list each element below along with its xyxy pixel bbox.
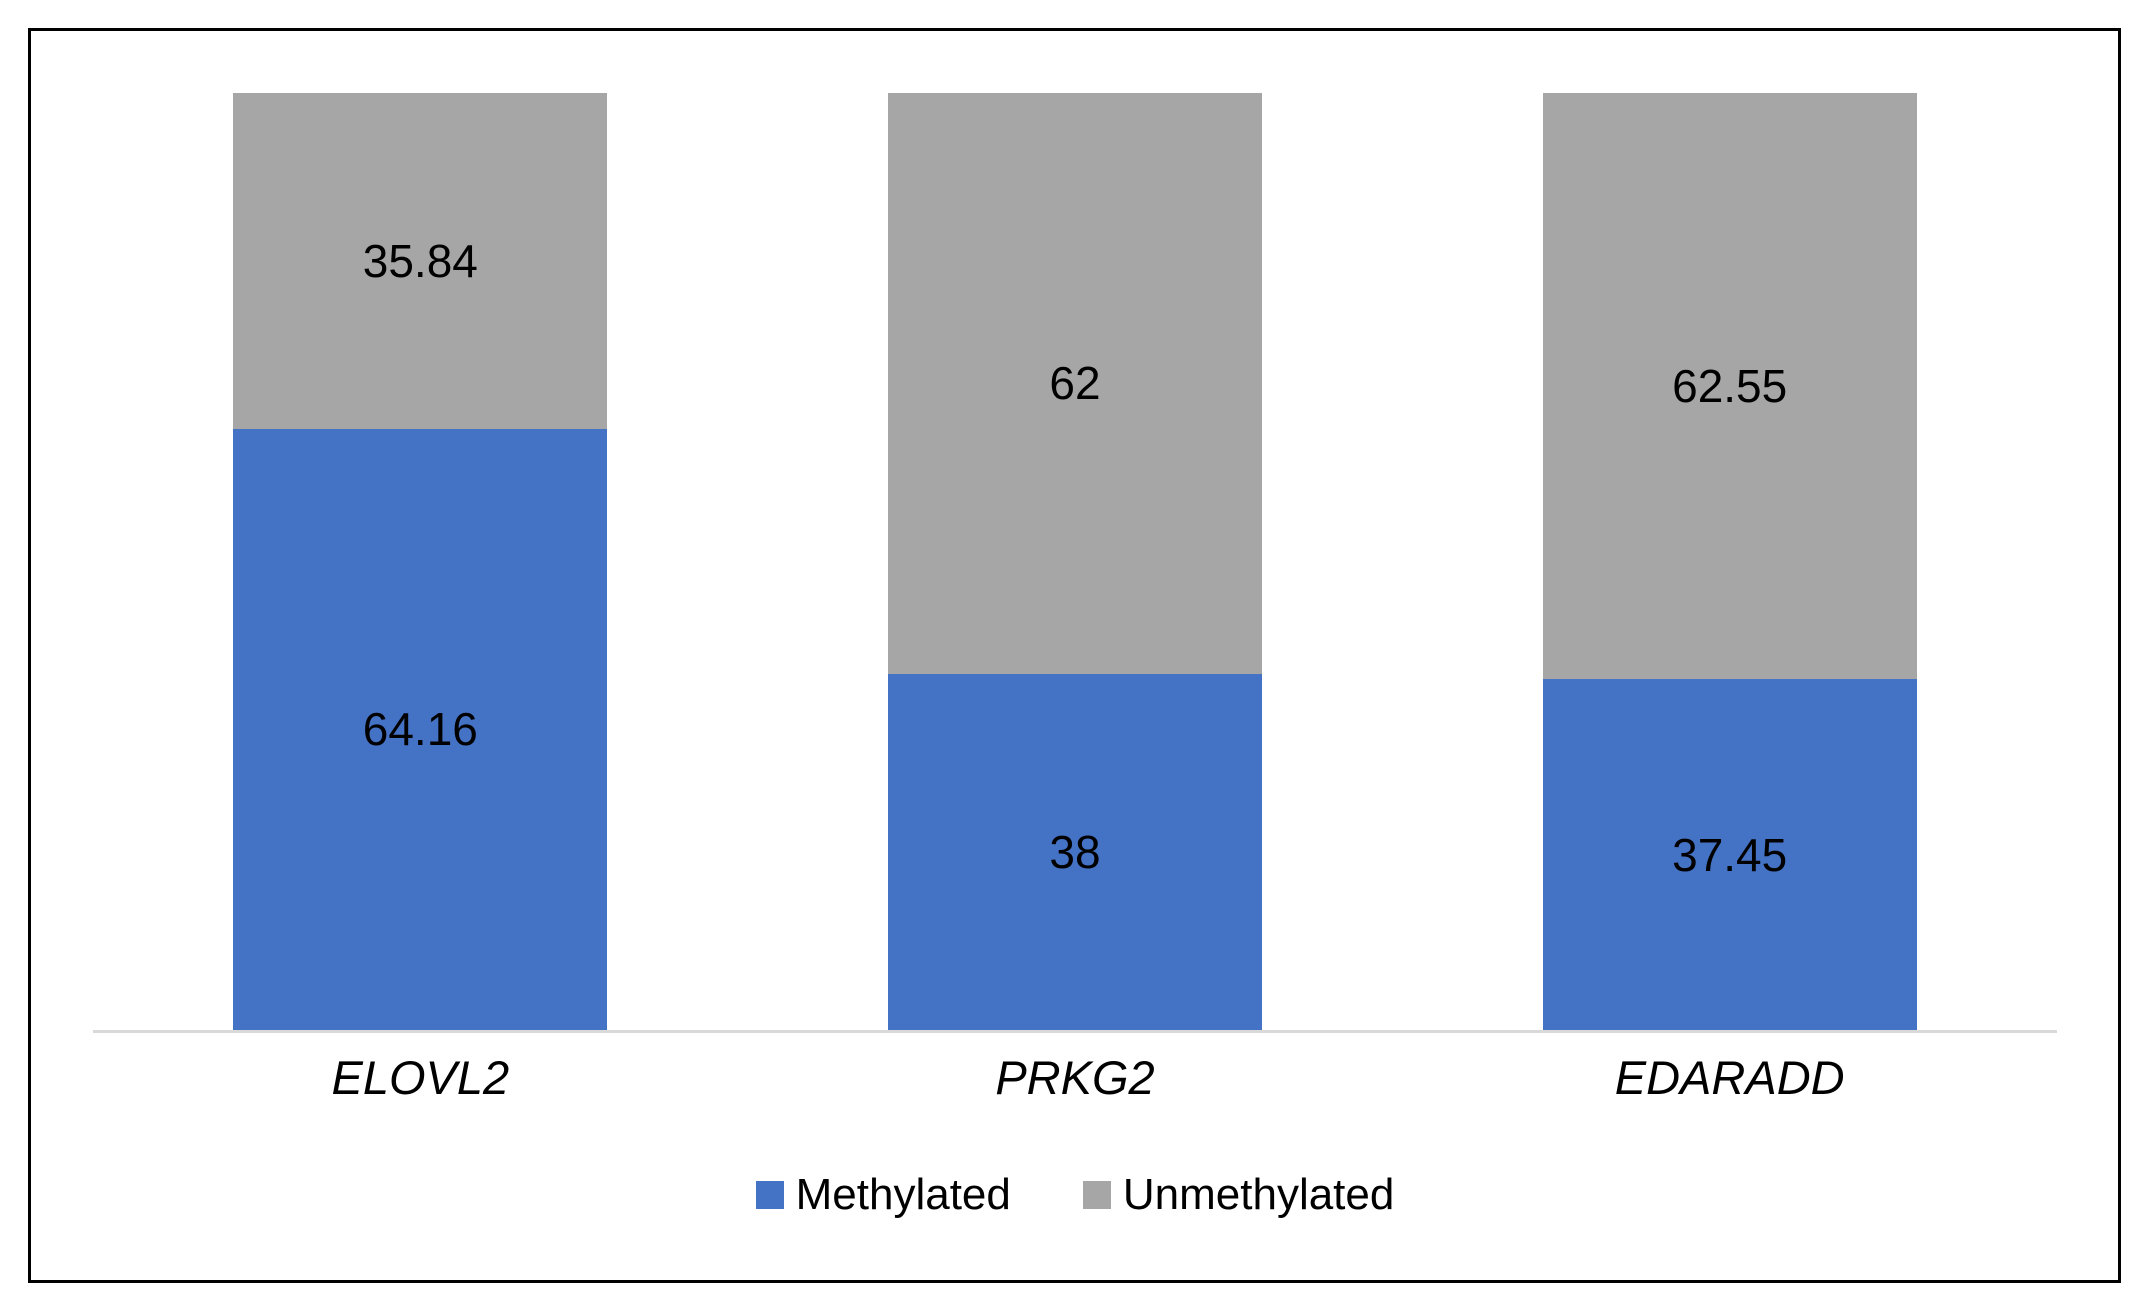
legend-label: Methylated xyxy=(795,1170,1011,1219)
value-label: 62 xyxy=(1049,357,1101,410)
segment-methylated-elovl2: 64.16 xyxy=(233,428,608,1030)
legend-swatch-icon xyxy=(755,1181,784,1210)
legend-item-methylated: Methylated xyxy=(755,1170,1011,1219)
category-labels-row: ELOVL2 PRKG2 EDARADD xyxy=(93,1043,2057,1113)
category-label-elovl2: ELOVL2 xyxy=(331,1051,510,1104)
value-label: 35.84 xyxy=(362,234,478,287)
bar-column-edaradd: 62.55 37.45 xyxy=(1402,93,2057,1030)
value-label: 37.45 xyxy=(1672,828,1788,881)
value-label: 38 xyxy=(1049,825,1101,878)
legend: Methylated Unmethylated xyxy=(93,1170,2057,1219)
legend-label: Unmethylated xyxy=(1122,1170,1395,1219)
bar-column-elovl2: 35.84 64.16 xyxy=(93,93,748,1030)
stacked-bar-elovl2: 35.84 64.16 xyxy=(233,93,608,1030)
value-label: 62.55 xyxy=(1672,360,1788,413)
figure-frame: 35.84 64.16 62 38 62.55 37.45 ELOVL2 PRKG2 EDAR… xyxy=(28,28,2121,1283)
segment-unmethylated-prkg2: 62 xyxy=(888,93,1262,674)
category-label-edaradd: EDARADD xyxy=(1614,1051,1845,1104)
segment-unmethylated-elovl2: 35.84 xyxy=(233,93,608,429)
category-label-prkg2: PRKG2 xyxy=(995,1051,1155,1104)
segment-methylated-edaradd: 37.45 xyxy=(1542,679,1917,1030)
stacked-bar-edaradd: 62.55 37.45 xyxy=(1542,93,1917,1030)
value-label: 64.16 xyxy=(362,703,478,756)
bar-column-prkg2: 62 38 xyxy=(748,93,1403,1030)
legend-swatch-icon xyxy=(1082,1181,1111,1210)
segment-methylated-prkg2: 38 xyxy=(888,673,1262,1030)
stacked-bar-prkg2: 62 38 xyxy=(888,93,1262,1030)
stacked-bar-plot-area: 35.84 64.16 62 38 62.55 37.45 xyxy=(93,93,2057,1030)
legend-item-unmethylated: Unmethylated xyxy=(1082,1170,1395,1219)
segment-unmethylated-edaradd: 62.55 xyxy=(1542,93,1917,680)
x-axis-line xyxy=(93,1030,2057,1033)
